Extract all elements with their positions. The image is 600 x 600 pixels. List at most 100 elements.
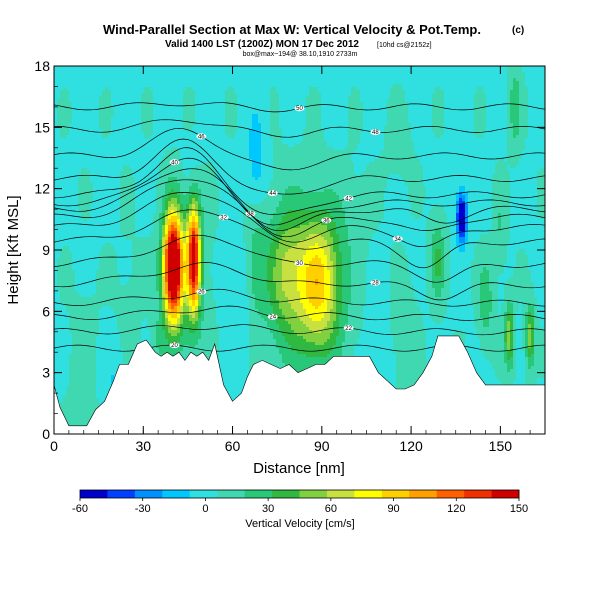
w-cell: [393, 99, 397, 103]
w-cell: [342, 87, 346, 91]
w-cell: [222, 93, 226, 97]
w-cell: [345, 147, 349, 151]
w-cell: [159, 150, 163, 154]
w-cell: [537, 87, 541, 91]
w-cell: [114, 108, 118, 112]
w-cell: [288, 120, 292, 124]
w-cell: [285, 144, 289, 148]
w-cell: [363, 135, 367, 139]
w-cell: [57, 117, 61, 121]
w-cell: [438, 72, 442, 76]
w-cell: [120, 132, 124, 136]
w-cell: [489, 126, 493, 130]
w-cell: [60, 141, 64, 145]
w-cell: [303, 129, 307, 133]
w-cell: [405, 99, 409, 103]
w-cell: [495, 93, 499, 97]
w-cell: [216, 87, 220, 91]
w-cell: [519, 108, 523, 112]
w-cell: [276, 120, 280, 124]
w-cell: [144, 129, 148, 133]
w-cell: [390, 108, 394, 112]
w-cell: [513, 114, 517, 118]
w-cell: [144, 123, 148, 127]
w-cell: [540, 90, 544, 94]
w-cell: [327, 78, 331, 82]
w-cell: [330, 141, 334, 145]
w-cell: [459, 81, 463, 85]
w-cell: [444, 138, 448, 142]
w-cell: [171, 111, 175, 115]
w-cell: [531, 108, 535, 112]
w-cell: [483, 72, 487, 76]
w-cell: [384, 96, 388, 100]
w-cell: [111, 72, 115, 76]
w-cell: [144, 120, 148, 124]
w-cell: [156, 87, 160, 91]
w-cell: [510, 117, 514, 121]
w-cell: [291, 84, 295, 88]
w-cell: [513, 87, 517, 91]
w-cell: [525, 93, 529, 97]
w-cell: [402, 81, 406, 85]
w-cell: [414, 123, 418, 127]
w-cell: [495, 75, 499, 79]
w-cell: [507, 153, 511, 157]
w-cell: [522, 84, 526, 88]
w-cell: [207, 105, 211, 109]
w-cell: [243, 117, 247, 121]
w-cell: [429, 87, 433, 91]
w-cell: [135, 156, 139, 160]
w-cell: [156, 81, 160, 85]
w-cell: [102, 105, 106, 109]
w-cell: [195, 114, 199, 118]
w-cell: [114, 69, 118, 73]
w-cell: [510, 84, 514, 88]
w-cell: [522, 123, 526, 127]
w-cell: [513, 129, 517, 133]
w-cell: [282, 90, 286, 94]
w-cell: [243, 144, 247, 148]
w-cell: [468, 69, 472, 73]
w-cell: [246, 150, 250, 154]
w-cell: [504, 123, 508, 127]
w-cell: [57, 132, 61, 136]
w-cell: [273, 78, 277, 82]
w-cell: [63, 132, 67, 136]
w-cell: [123, 72, 127, 76]
w-cell: [177, 141, 181, 145]
w-cell: [93, 156, 97, 160]
w-cell: [261, 93, 265, 97]
w-cell: [78, 141, 82, 145]
w-cell: [162, 132, 166, 136]
w-cell: [204, 93, 208, 97]
w-cell: [144, 99, 148, 103]
w-cell: [264, 90, 268, 94]
w-cell: [180, 84, 184, 88]
w-cell: [309, 138, 313, 142]
w-cell: [222, 69, 226, 73]
w-cell: [132, 84, 136, 88]
w-cell: [207, 72, 211, 76]
w-cell: [456, 72, 460, 76]
w-cell: [462, 81, 466, 85]
w-cell: [246, 102, 250, 106]
w-cell: [255, 75, 259, 79]
w-cell: [402, 108, 406, 112]
w-cell: [264, 126, 268, 130]
w-cell: [396, 141, 400, 145]
w-cell: [252, 102, 256, 106]
w-cell: [312, 111, 316, 115]
w-cell: [486, 78, 490, 82]
w-cell: [228, 81, 232, 85]
w-cell: [72, 102, 76, 106]
w-cell: [72, 105, 76, 109]
w-cell: [69, 111, 73, 115]
w-cell: [306, 75, 310, 79]
w-cell: [135, 138, 139, 142]
w-cell: [144, 72, 148, 76]
w-cell: [294, 114, 298, 118]
w-cell: [243, 78, 247, 82]
w-cell: [297, 81, 301, 85]
w-cell: [357, 78, 361, 82]
